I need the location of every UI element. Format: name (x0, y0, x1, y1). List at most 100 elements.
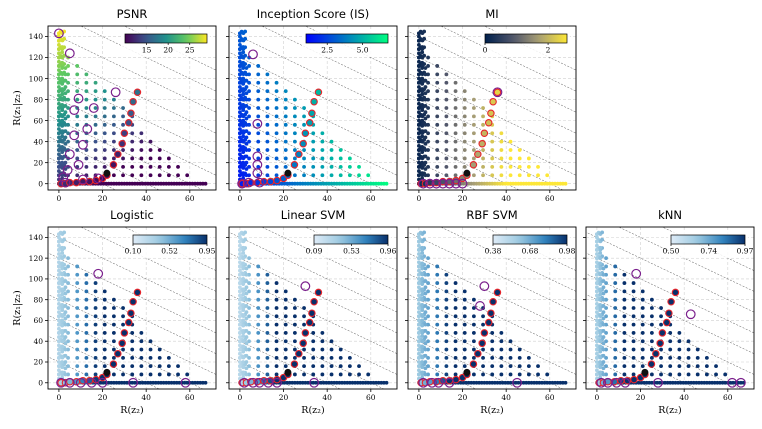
isoline (48, 273, 216, 354)
data-point (495, 380, 500, 385)
highlight-ring (58, 172, 69, 183)
data-point (453, 173, 458, 178)
data-point (423, 266, 428, 271)
data-point (462, 339, 467, 344)
data-point (140, 181, 145, 186)
data-point (598, 271, 603, 276)
data-point (540, 380, 544, 385)
data-point (238, 247, 242, 252)
data-point (426, 256, 430, 261)
data-point (471, 139, 476, 144)
data-point (490, 156, 495, 161)
data-point (613, 347, 618, 352)
data-point (241, 360, 246, 364)
data-point (57, 164, 61, 169)
data-point (295, 181, 300, 186)
data-point (111, 181, 116, 186)
pareto-point (290, 161, 299, 169)
data-point (93, 80, 98, 85)
data-point (75, 89, 80, 94)
data-point (117, 380, 122, 385)
data-point (292, 131, 297, 136)
data-point (462, 355, 467, 360)
data-point (292, 331, 297, 335)
data-point (102, 322, 107, 327)
data-point (426, 297, 430, 302)
data-point (490, 131, 495, 136)
data-point (57, 101, 61, 106)
data-point (329, 164, 334, 169)
pareto-point (489, 97, 497, 106)
data-point (75, 148, 80, 152)
y-axis-label: R(z₁|z₂) (12, 290, 23, 325)
data-point (526, 364, 531, 369)
data-point (244, 360, 249, 364)
data-point (417, 43, 421, 47)
data-point (247, 331, 251, 335)
data-point (714, 372, 718, 377)
data-point (462, 97, 467, 102)
data-point (417, 343, 421, 348)
data-point (244, 341, 249, 346)
data-point (238, 252, 242, 256)
data-point (274, 89, 279, 94)
data-point (540, 181, 544, 186)
data-point (57, 310, 61, 315)
data-point (151, 380, 156, 385)
data-point (60, 365, 65, 370)
data-point (469, 181, 474, 186)
highlight-ring (73, 159, 84, 170)
data-point (57, 169, 61, 173)
data-point (119, 181, 124, 186)
data-point (241, 81, 246, 86)
data-point (471, 148, 476, 152)
data-point (622, 339, 627, 344)
data-point (238, 64, 242, 68)
data-point (545, 380, 550, 385)
data-point (598, 266, 603, 271)
data-point (241, 287, 246, 292)
data-point (423, 285, 428, 290)
pareto-point (487, 309, 495, 317)
data-point (265, 122, 270, 127)
data-point (604, 331, 608, 335)
x-tick-label: 40 (141, 393, 151, 402)
pareto-point (118, 139, 126, 148)
pareto-point (133, 288, 142, 297)
data-point (274, 131, 279, 136)
data-point (121, 173, 125, 178)
data-point (102, 364, 107, 369)
data-point (374, 181, 378, 186)
pareto-point (127, 309, 135, 317)
data-point (435, 139, 440, 144)
highlight-ring (69, 105, 80, 116)
data-point (265, 80, 270, 85)
data-point (63, 91, 68, 96)
data-point (595, 318, 599, 323)
data-point (247, 372, 251, 377)
data-point (673, 380, 678, 385)
data-point (426, 364, 430, 369)
data-point (595, 297, 599, 302)
data-point (125, 181, 129, 186)
points (56, 230, 208, 388)
pareto-point (480, 329, 489, 337)
data-point (93, 331, 98, 335)
data-point (93, 114, 98, 119)
data-point (435, 347, 440, 352)
data-point (57, 343, 61, 348)
x-tick-label: 40 (322, 194, 332, 203)
data-point (256, 331, 261, 335)
data-point (176, 164, 180, 169)
data-point (511, 181, 516, 186)
data-point (75, 364, 80, 369)
data-point (426, 331, 430, 335)
colorbar-tick-label: 5.0 (357, 46, 369, 55)
data-point (668, 364, 673, 369)
data-point (60, 277, 65, 281)
x-tick-label: 60 (185, 194, 195, 203)
data-point (283, 114, 288, 119)
x-tick-label: 0 (417, 194, 422, 203)
data-point (256, 264, 261, 269)
data-point (601, 310, 606, 315)
